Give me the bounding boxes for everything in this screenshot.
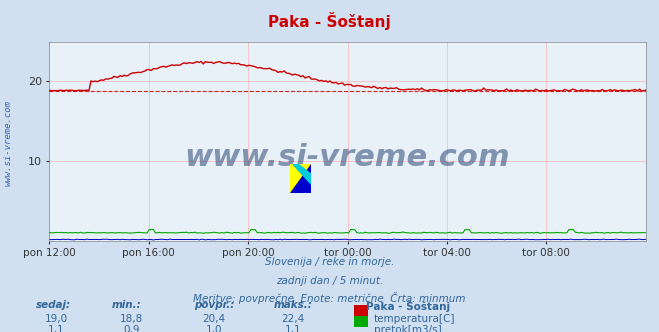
Text: www.si-vreme.com: www.si-vreme.com xyxy=(3,100,13,186)
Text: 22,4: 22,4 xyxy=(281,314,305,324)
Text: 19,0: 19,0 xyxy=(44,314,68,324)
Text: temperatura[C]: temperatura[C] xyxy=(374,314,455,324)
Text: Slovenija / reke in morje.: Slovenija / reke in morje. xyxy=(265,257,394,267)
Text: www.si-vreme.com: www.si-vreme.com xyxy=(185,142,511,172)
Text: Paka - Šoštanj: Paka - Šoštanj xyxy=(366,300,450,312)
Text: 20,4: 20,4 xyxy=(202,314,226,324)
Text: 0,9: 0,9 xyxy=(123,325,140,332)
Polygon shape xyxy=(290,164,311,193)
Polygon shape xyxy=(290,164,311,193)
Text: pretok[m3/s]: pretok[m3/s] xyxy=(374,325,442,332)
Text: maks.:: maks.: xyxy=(273,300,312,310)
Text: min.:: min.: xyxy=(112,300,142,310)
Text: 18,8: 18,8 xyxy=(120,314,144,324)
Text: Meritve: povprečne  Enote: metrične  Črta: minmum: Meritve: povprečne Enote: metrične Črta:… xyxy=(193,292,466,304)
Text: sedaj:: sedaj: xyxy=(36,300,71,310)
Text: povpr.:: povpr.: xyxy=(194,300,235,310)
Text: 1,1: 1,1 xyxy=(47,325,65,332)
Text: Paka - Šoštanj: Paka - Šoštanj xyxy=(268,12,391,30)
Text: 1,1: 1,1 xyxy=(285,325,302,332)
Text: zadnji dan / 5 minut.: zadnji dan / 5 minut. xyxy=(276,276,383,286)
Text: 1,0: 1,0 xyxy=(206,325,223,332)
Polygon shape xyxy=(293,164,311,184)
